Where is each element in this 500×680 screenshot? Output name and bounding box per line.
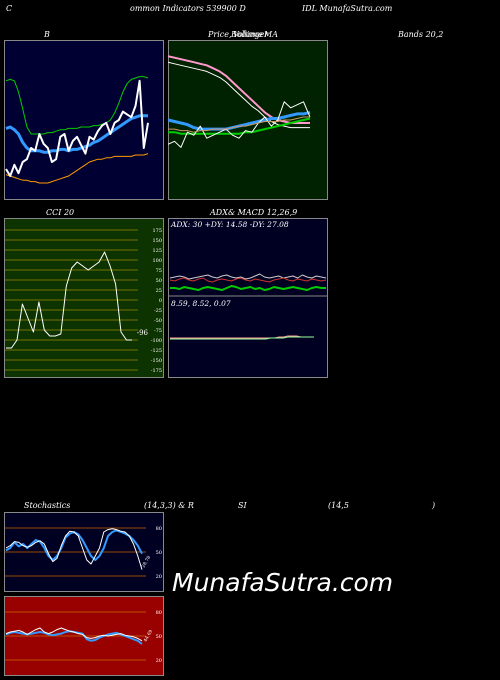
- panel-background: [168, 218, 328, 378]
- adx-values: ADX: 30 +DY: 14.58 -DY: 27.08: [170, 220, 289, 229]
- rsi-tick-label: 20: [156, 658, 162, 664]
- panel-background: [4, 40, 164, 200]
- label-stoch-mid: (14,3,3) & R: [144, 501, 194, 510]
- cci-last-value: -96: [137, 329, 149, 337]
- price-panel: [168, 40, 328, 200]
- cci-tick-label: -175: [151, 368, 162, 374]
- label-cci: CCI 20: [46, 208, 75, 217]
- series-macd: [170, 335, 314, 339]
- series-cci: [6, 251, 132, 349]
- rsi-tick-label: 50: [156, 634, 162, 640]
- cci-tick-label: 150: [152, 238, 162, 244]
- series-lower: [5, 153, 149, 184]
- label-rsi-param: (14,5: [328, 501, 349, 510]
- cci-tick-label: -125: [151, 348, 162, 354]
- cci-panel: 175 150 125 100 75 50 25 0 -25 -50 -75 -100 -125 -150…: [4, 218, 164, 378]
- adx-panel: ADX: 30 +DY: 14.58 -DY: 27.08 8.59, 8.52,…: [168, 218, 328, 378]
- series-upper: [5, 76, 149, 135]
- label-bands-right: Bands 20,2: [398, 30, 444, 39]
- rsi-panel: 80 50 20 44.69: [4, 596, 164, 676]
- label-rsi-close: ): [432, 501, 436, 510]
- series-minus_di: [169, 277, 327, 283]
- label-adx-mid: & MACD 12,26,9: [228, 208, 298, 217]
- stoch-tick-label: 50: [156, 550, 162, 556]
- series-d: [5, 528, 143, 570]
- series-ma-orange: [168, 116, 310, 133]
- watermark: MunafaSutra.com: [172, 568, 394, 597]
- stoch-tick-label: 80: [156, 526, 162, 532]
- series-bb-lower: [168, 61, 310, 129]
- cci-tick-label: 0: [159, 298, 162, 304]
- series-price-white: [168, 101, 311, 148]
- stoch-last-value: 28.78: [141, 555, 153, 569]
- series-bb-upper: [168, 55, 310, 124]
- cci-tick-label: -75: [154, 328, 162, 334]
- label-price-title: Price,: [208, 30, 232, 39]
- cci-tick-label: -150: [151, 358, 162, 364]
- label-adx: ADX: [210, 208, 228, 217]
- macd-values: 8.59, 8.52, 0.07: [171, 299, 231, 308]
- cci-tick-label: 75: [156, 268, 162, 274]
- cci-tick-label: 50: [156, 278, 162, 284]
- series-adx: [169, 273, 327, 280]
- label-price-ma: MA: [264, 30, 278, 39]
- cci-tick-label: -100: [151, 338, 162, 344]
- rsi-tick-label: 80: [156, 610, 162, 616]
- series-signal: [170, 336, 314, 340]
- label-stochastics: Stochastics: [24, 501, 71, 510]
- rsi-last-value: 44.69: [143, 629, 155, 643]
- header-left: C: [6, 4, 13, 13]
- header-middle: ommon Indicators 539900 D: [130, 4, 246, 13]
- label-bollinger-b: B: [44, 30, 50, 39]
- cci-tick-label: 175: [152, 228, 162, 234]
- series-price: [5, 79, 149, 177]
- bollinger-panel: [4, 40, 164, 200]
- stoch-tick-label: 20: [156, 574, 162, 580]
- label-price-overlay-b: Volume: [233, 30, 263, 39]
- series-mrsi: [5, 627, 143, 642]
- cci-tick-label: 125: [152, 248, 162, 254]
- series-plus_di: [170, 285, 326, 291]
- cci-tick-label: 100: [152, 258, 162, 264]
- cci-tick-label: 25: [156, 288, 162, 294]
- label-price-overlay-a: Bollinger: [231, 30, 269, 39]
- header-right: IDL MunafaSutra.com: [302, 4, 393, 13]
- cci-tick-label: -50: [154, 318, 162, 324]
- cci-tick-label: -25: [154, 308, 162, 314]
- panel-background: [4, 218, 164, 378]
- label-rsi-mid: SI: [238, 501, 247, 510]
